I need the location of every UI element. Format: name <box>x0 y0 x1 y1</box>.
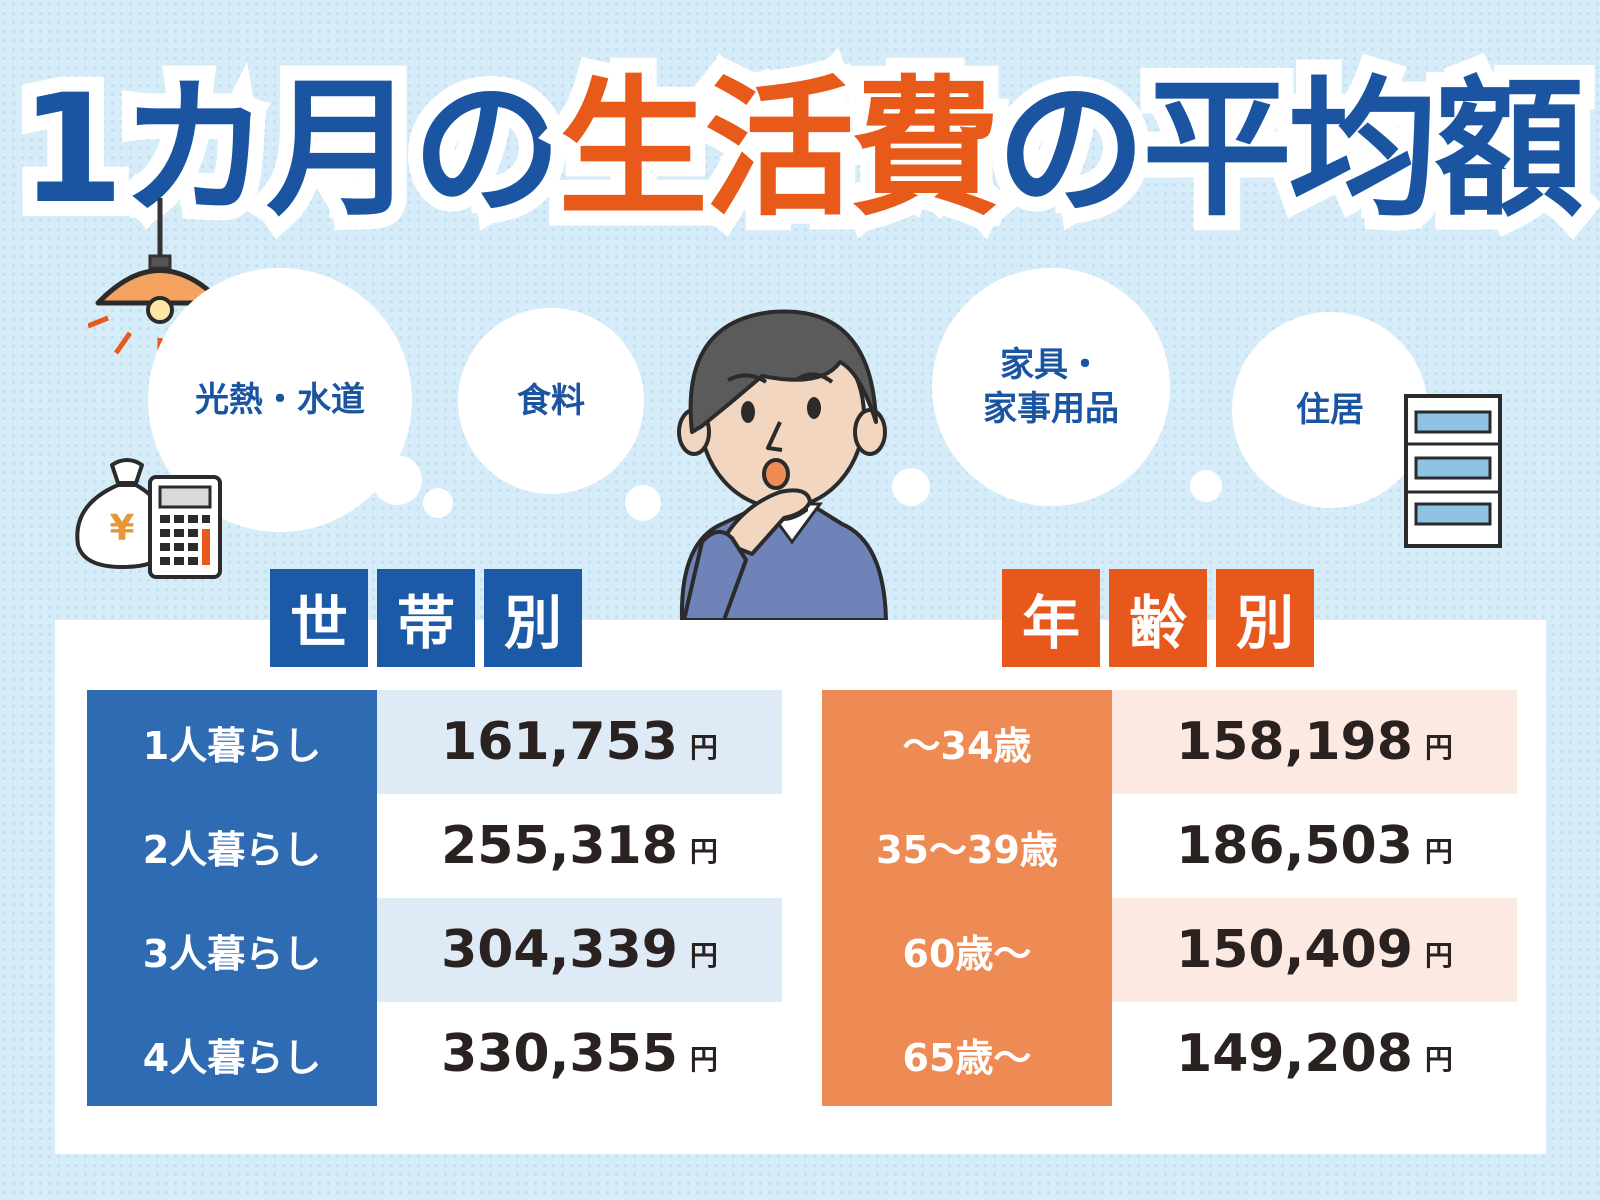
bubble-tail-dot <box>892 468 930 506</box>
household-header-char-3: 別 <box>484 569 582 667</box>
age-value-cell: 186,503 円 <box>1112 794 1517 898</box>
age-amount: 186,503 <box>1176 816 1413 876</box>
household-label: 4人暮らし <box>87 1002 377 1106</box>
bubble-housing-label: 住居 <box>1296 390 1364 430</box>
bubble-tail-dot <box>372 455 422 505</box>
table-row: 65歳〜 149,208 円 <box>822 1002 1517 1106</box>
table-row: 35〜39歳 186,503 円 <box>822 794 1517 898</box>
age-label: 60歳〜 <box>822 898 1112 1002</box>
age-header-char-3: 別 <box>1216 569 1314 667</box>
table-row: 〜34歳 158,198 円 <box>822 690 1517 794</box>
page-title: 1カ月の生活費の平均額 <box>0 48 1600 252</box>
yen-unit: 円 <box>1424 835 1453 868</box>
age-table: 〜34歳 158,198 円 35〜39歳 186,503 円 60歳〜 150,4… <box>822 690 1517 1106</box>
money-bag-calculator-icon: ¥ <box>75 458 222 579</box>
age-amount: 149,208 <box>1176 1024 1413 1084</box>
household-label: 3人暮らし <box>87 898 377 1002</box>
household-label: 1人暮らし <box>87 690 377 794</box>
bubble-utilities-label: 光熱・水道 <box>195 380 365 420</box>
yen-unit: 円 <box>689 1043 718 1076</box>
household-amount: 255,318 <box>441 816 678 876</box>
yen-unit: 円 <box>689 835 718 868</box>
age-label: 65歳〜 <box>822 1002 1112 1106</box>
household-amount: 330,355 <box>441 1024 678 1084</box>
bubble-food: 食料 <box>458 308 644 494</box>
age-header-char-1: 年 <box>1002 569 1100 667</box>
table-row: 2人暮らし 255,318 円 <box>87 794 782 898</box>
table-row: 4人暮らし 330,355 円 <box>87 1002 782 1106</box>
title-part-2: 生活費 <box>543 48 1015 252</box>
title-part-3: の平均額 <box>981 48 1599 252</box>
household-value-cell: 304,339 円 <box>377 898 782 1002</box>
apartment-building-icon <box>1404 394 1502 548</box>
table-row: 60歳〜 150,409 円 <box>822 898 1517 1002</box>
household-value-cell: 255,318 円 <box>377 794 782 898</box>
age-value-cell: 149,208 円 <box>1112 1002 1517 1106</box>
bubble-furniture: 家具・ 家事用品 <box>932 268 1170 506</box>
yen-symbol: ¥ <box>109 508 134 549</box>
table-row: 1人暮らし 161,753 円 <box>87 690 782 794</box>
yen-unit: 円 <box>1424 1043 1453 1076</box>
age-amount: 158,198 <box>1176 712 1413 772</box>
household-amount: 304,339 <box>441 920 678 980</box>
bubble-furniture-text: 家具・ 家事用品 <box>983 343 1119 431</box>
age-label: 35〜39歳 <box>822 794 1112 898</box>
bubble-tail-dot <box>625 485 661 521</box>
age-label: 〜34歳 <box>822 690 1112 794</box>
yen-unit: 円 <box>1424 939 1453 972</box>
bubble-food-label: 食料 <box>517 381 585 421</box>
household-header-char-2: 帯 <box>377 569 475 667</box>
table-row: 3人暮らし 304,339 円 <box>87 898 782 1002</box>
household-amount: 161,753 <box>441 712 678 772</box>
bubble-tail-dot <box>423 488 453 518</box>
age-value-cell: 150,409 円 <box>1112 898 1517 1002</box>
household-header-char-1: 世 <box>270 569 368 667</box>
bubble-tail-dot <box>1190 470 1222 502</box>
household-value-cell: 330,355 円 <box>377 1002 782 1106</box>
household-label: 2人暮らし <box>87 794 377 898</box>
title-part-1: 1カ月の <box>5 48 577 252</box>
yen-unit: 円 <box>689 939 718 972</box>
bubble-utilities: 光熱・水道 <box>148 268 412 532</box>
age-header-char-2: 齢 <box>1109 569 1207 667</box>
bubble-housing: 住居 <box>1232 312 1428 508</box>
age-amount: 150,409 <box>1176 920 1413 980</box>
thinking-person-illustration <box>677 309 888 620</box>
bubble-furniture-line-1: 家具・ <box>1000 345 1102 385</box>
yen-unit: 円 <box>689 731 718 764</box>
household-value-cell: 161,753 円 <box>377 690 782 794</box>
bubble-furniture-line-2: 家事用品 <box>983 389 1119 429</box>
household-table: 1人暮らし 161,753 円 2人暮らし 255,318 円 3人暮らし 304,… <box>87 690 782 1106</box>
yen-unit: 円 <box>1424 731 1453 764</box>
age-value-cell: 158,198 円 <box>1112 690 1517 794</box>
